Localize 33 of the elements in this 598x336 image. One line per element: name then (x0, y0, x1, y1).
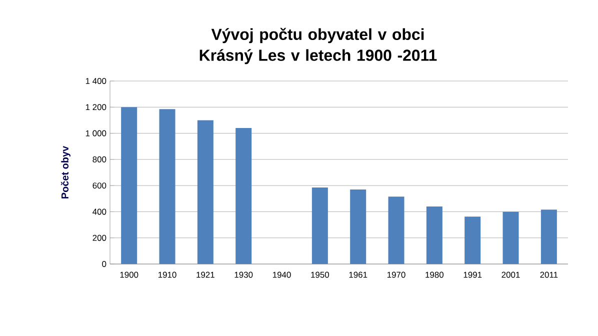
chart-title: Vývoj počtu obyvatel v obci Krásný Les v letech 1900 -2011 (200, 28, 437, 64)
y-tick-label: 600 (92, 182, 106, 189)
y-tick-label: 800 (92, 156, 106, 162)
y-tick-label: 1 400 (86, 78, 106, 84)
bar (197, 120, 214, 264)
x-tick-label: 1930 (234, 272, 253, 278)
bar (426, 206, 442, 264)
y-axis-title: Počet obyv (60, 146, 70, 198)
x-tick-label: 1940 (272, 272, 291, 278)
bar (121, 107, 138, 264)
y-tick-label: 1 200 (86, 104, 106, 110)
x-tick-label: 1970 (387, 272, 406, 278)
y-tick-label: 400 (92, 208, 106, 215)
x-tick-label: 2001 (502, 272, 520, 278)
x-tick-label: 1910 (158, 272, 176, 278)
x-tick-label: 1900 (120, 272, 138, 278)
bar (540, 210, 557, 264)
y-tick-label: 1 000 (86, 130, 106, 136)
x-tick-label: 2011 (540, 272, 558, 278)
y-tick-label: 0 (102, 261, 106, 267)
x-tick-label: 1991 (464, 272, 482, 278)
y-tick-label: 200 (92, 234, 106, 241)
x-tick-label: 1921 (196, 272, 214, 278)
x-tick-label: 1950 (311, 272, 329, 278)
x-tick-label: 1980 (426, 272, 444, 278)
bar (312, 188, 328, 264)
bar (236, 128, 252, 264)
bar (388, 196, 404, 264)
x-tick-label: 1961 (349, 272, 368, 278)
bar (350, 189, 366, 264)
bar (464, 216, 481, 264)
bar (159, 109, 176, 264)
bar (502, 212, 519, 264)
